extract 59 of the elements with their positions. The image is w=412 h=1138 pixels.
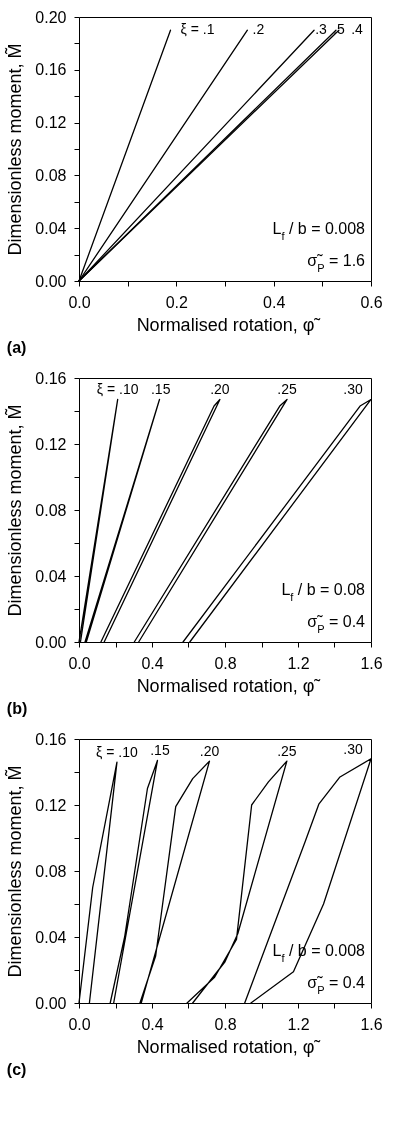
annotation: σ̃$_{P}$ = 0.4 [307, 974, 366, 996]
annotation: σ̃$_{P}$ = 1.6 [307, 252, 366, 274]
annotation: .5 [333, 21, 346, 38]
x-tick-label: 0.8 [214, 1015, 237, 1033]
x-tick-label: 0.6 [360, 293, 383, 311]
annotation: .30 [343, 740, 363, 757]
x-tick-label: 0.2 [165, 293, 189, 311]
y-tick-label: 0.08 [35, 166, 67, 184]
y-tick-label: 0.04 [35, 567, 67, 585]
annotation: .3 [315, 21, 328, 38]
annotation: .20 [210, 381, 230, 398]
x-tick-label: 1.6 [360, 654, 383, 672]
x-tick-label: 0.4 [263, 293, 286, 311]
text: (a) [6, 339, 27, 356]
y-tick-label: 0.12 [35, 796, 67, 814]
y-axis-title: Dimensionless moment, M̃ [4, 43, 26, 256]
y-tick-label: 0.16 [35, 369, 67, 387]
y-tick-label: 0.16 [35, 61, 67, 79]
x-tick-label: 1.2 [287, 1015, 310, 1033]
x-tick-label: 0.4 [141, 1015, 164, 1033]
y-tick-label: 0.00 [35, 272, 67, 290]
x-axis-title: Normalised rotation, φ̃ [136, 675, 322, 696]
x-tick-label: 1.2 [287, 654, 310, 672]
y-tick-label: 0.08 [35, 501, 67, 519]
annotation: .25 [277, 743, 297, 760]
annotation: L$_{f}$ / b = 0.008 [272, 220, 366, 242]
annotation: .20 [199, 743, 220, 760]
y-tick-label: 0.16 [35, 730, 67, 748]
text: (b) [6, 700, 28, 717]
annotation: .4 [351, 21, 364, 38]
x-tick-label: 0.0 [68, 654, 91, 672]
annotation: .15 [150, 381, 171, 398]
annotation: .15 [150, 742, 170, 759]
y-axis-title: Dimensionless moment, M̃ [4, 404, 26, 617]
x-axis-title: Normalised rotation, φ̃ [136, 314, 322, 335]
annotation: .2 [252, 21, 265, 38]
y-tick-label: 0.20 [35, 8, 67, 26]
y-tick-label: 0.12 [35, 435, 67, 453]
x-tick-label: 0.4 [141, 654, 164, 672]
annotation: ξ = .10 [96, 381, 139, 398]
y-tick-label: 0.08 [35, 862, 67, 880]
text: (c) [6, 1061, 27, 1078]
y-tick-label: 0.12 [35, 114, 67, 132]
x-tick-label: 0.8 [214, 654, 237, 672]
y-tick-label: 0.04 [35, 928, 67, 946]
y-tick-label: 0.04 [35, 219, 67, 237]
annotation: L$_{f}$ / b = 0.08 [281, 581, 366, 603]
annotation: ξ = .1 [180, 21, 215, 38]
y-tick-label: 0.00 [35, 994, 67, 1012]
annotation: σ̃$_{P}$ = 0.4 [307, 613, 366, 635]
y-axis-title: Dimensionless moment, M̃ [4, 765, 26, 978]
y-tick-label: 0.00 [35, 633, 67, 651]
annotation: .30 [343, 381, 363, 398]
x-axis-title: Normalised rotation, φ̃ [136, 1036, 322, 1057]
x-tick-label: 0.0 [68, 1015, 91, 1033]
x-tick-label: 1.6 [360, 1015, 383, 1033]
annotation: ξ = .10 [96, 744, 139, 761]
x-tick-label: 0.0 [68, 293, 91, 311]
annotation: .25 [277, 381, 297, 398]
